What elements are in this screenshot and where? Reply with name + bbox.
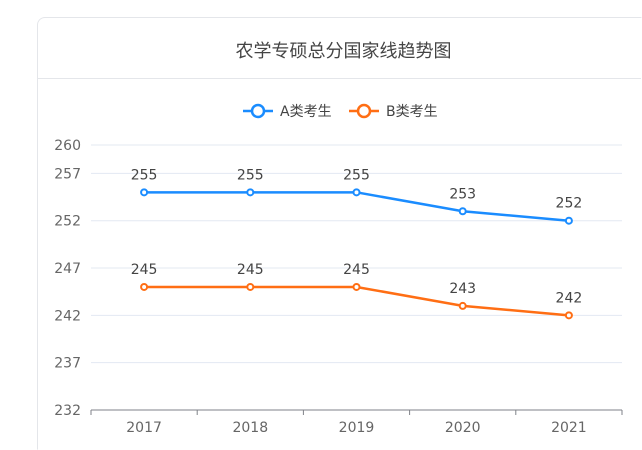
x-tick-label: 2021 <box>551 420 587 436</box>
y-tick-label: 260 <box>54 138 81 154</box>
data-point <box>140 282 149 291</box>
data-label: 242 <box>556 290 583 306</box>
data-point <box>140 188 149 197</box>
chart-card: 农学专硕总分国家线趋势图 <box>37 17 642 450</box>
legend-marker <box>250 103 266 119</box>
x-tick-label: 2019 <box>339 420 375 436</box>
legend-marker <box>356 103 372 119</box>
legend-label-b: B类考生 <box>386 104 438 120</box>
y-tick-label: 242 <box>54 308 81 324</box>
data-point <box>352 188 361 197</box>
data-point <box>564 216 573 225</box>
y-tick-label: 247 <box>54 261 81 277</box>
data-label: 253 <box>449 186 476 202</box>
data-label: 245 <box>237 262 264 278</box>
data-label: 245 <box>343 262 370 278</box>
series-line-a <box>144 191 570 222</box>
data-label: 255 <box>343 167 370 183</box>
data-point <box>352 282 361 291</box>
data-point <box>246 188 255 197</box>
x-tick-label: 2017 <box>126 420 162 436</box>
data-label: 243 <box>449 281 476 297</box>
data-label: 255 <box>237 167 264 183</box>
y-tick-label: 257 <box>54 166 81 182</box>
x-tick-label: 2020 <box>445 420 481 436</box>
data-point <box>246 282 255 291</box>
y-tick-label: 252 <box>54 214 81 230</box>
y-tick-label: 232 <box>54 403 81 419</box>
data-point <box>458 207 467 216</box>
y-tick-label: 237 <box>54 356 81 372</box>
card-header: 农学专硕总分国家线趋势图 <box>38 18 641 79</box>
data-point <box>564 311 573 320</box>
x-tick-label: 2018 <box>232 420 268 436</box>
chart-title: 农学专硕总分国家线趋势图 <box>235 41 452 62</box>
data-label: 252 <box>556 196 583 212</box>
data-label: 245 <box>131 262 158 278</box>
series-line-b <box>144 285 570 317</box>
data-label: 255 <box>131 167 158 183</box>
legend-label-a: A类考生 <box>280 104 332 120</box>
data-point <box>458 301 467 310</box>
